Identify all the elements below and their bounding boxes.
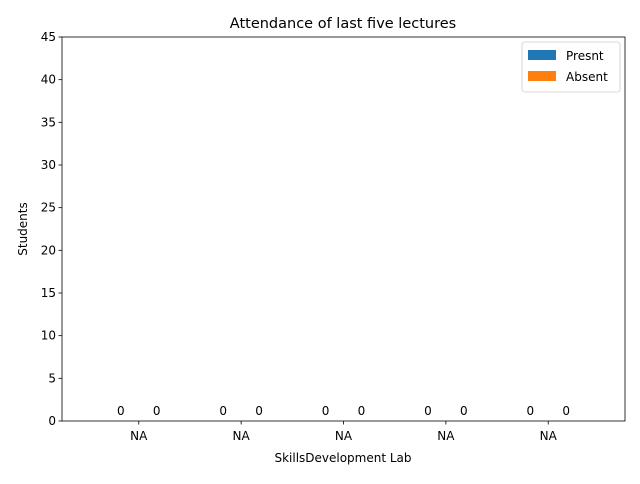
y-tick-label: 30 bbox=[41, 158, 56, 172]
data-label: 0 bbox=[219, 404, 227, 418]
data-label: 0 bbox=[322, 404, 330, 418]
y-tick-label: 15 bbox=[41, 286, 56, 300]
legend-label: Presnt bbox=[566, 49, 604, 63]
y-tick-label: 0 bbox=[48, 414, 56, 428]
x-tick-label: NA bbox=[130, 429, 148, 443]
y-tick-label: 20 bbox=[41, 243, 56, 257]
x-tick-label: NA bbox=[437, 429, 455, 443]
plot-frame bbox=[61, 36, 626, 422]
x-tick-label: NA bbox=[540, 429, 558, 443]
y-tick-label: 10 bbox=[41, 329, 56, 343]
y-tick-label: 45 bbox=[41, 30, 56, 44]
y-tick-label: 25 bbox=[41, 201, 56, 215]
legend-swatch-absent bbox=[528, 71, 556, 81]
legend: Presnt Absent bbox=[521, 41, 621, 93]
data-label: 0 bbox=[117, 404, 125, 418]
y-tick-label: 5 bbox=[48, 371, 56, 385]
data-label: 0 bbox=[424, 404, 432, 418]
x-tick-label: NA bbox=[335, 429, 353, 443]
y-axis-label: Students bbox=[16, 202, 30, 256]
x-axis-label: SkillsDevelopment Lab bbox=[274, 451, 411, 465]
data-label: 0 bbox=[255, 404, 263, 418]
data-label: 0 bbox=[358, 404, 366, 418]
legend-label: Absent bbox=[566, 70, 608, 84]
legend-swatch-presnt bbox=[528, 50, 556, 60]
data-label: 0 bbox=[562, 404, 570, 418]
x-tick-label: NA bbox=[233, 429, 251, 443]
data-label: 0 bbox=[526, 404, 534, 418]
data-label: 0 bbox=[460, 404, 468, 418]
data-label: 0 bbox=[153, 404, 161, 418]
y-tick-label: 40 bbox=[41, 73, 56, 87]
y-tick-label: 35 bbox=[41, 115, 56, 129]
plot-area: 0 5 10 15 20 25 30 35 40 45 0 0 NA 0 0 NA 0 0 NA 0 0 NA 0 0 NA bbox=[41, 30, 626, 443]
chart-title: Attendance of last five lectures bbox=[230, 16, 456, 32]
